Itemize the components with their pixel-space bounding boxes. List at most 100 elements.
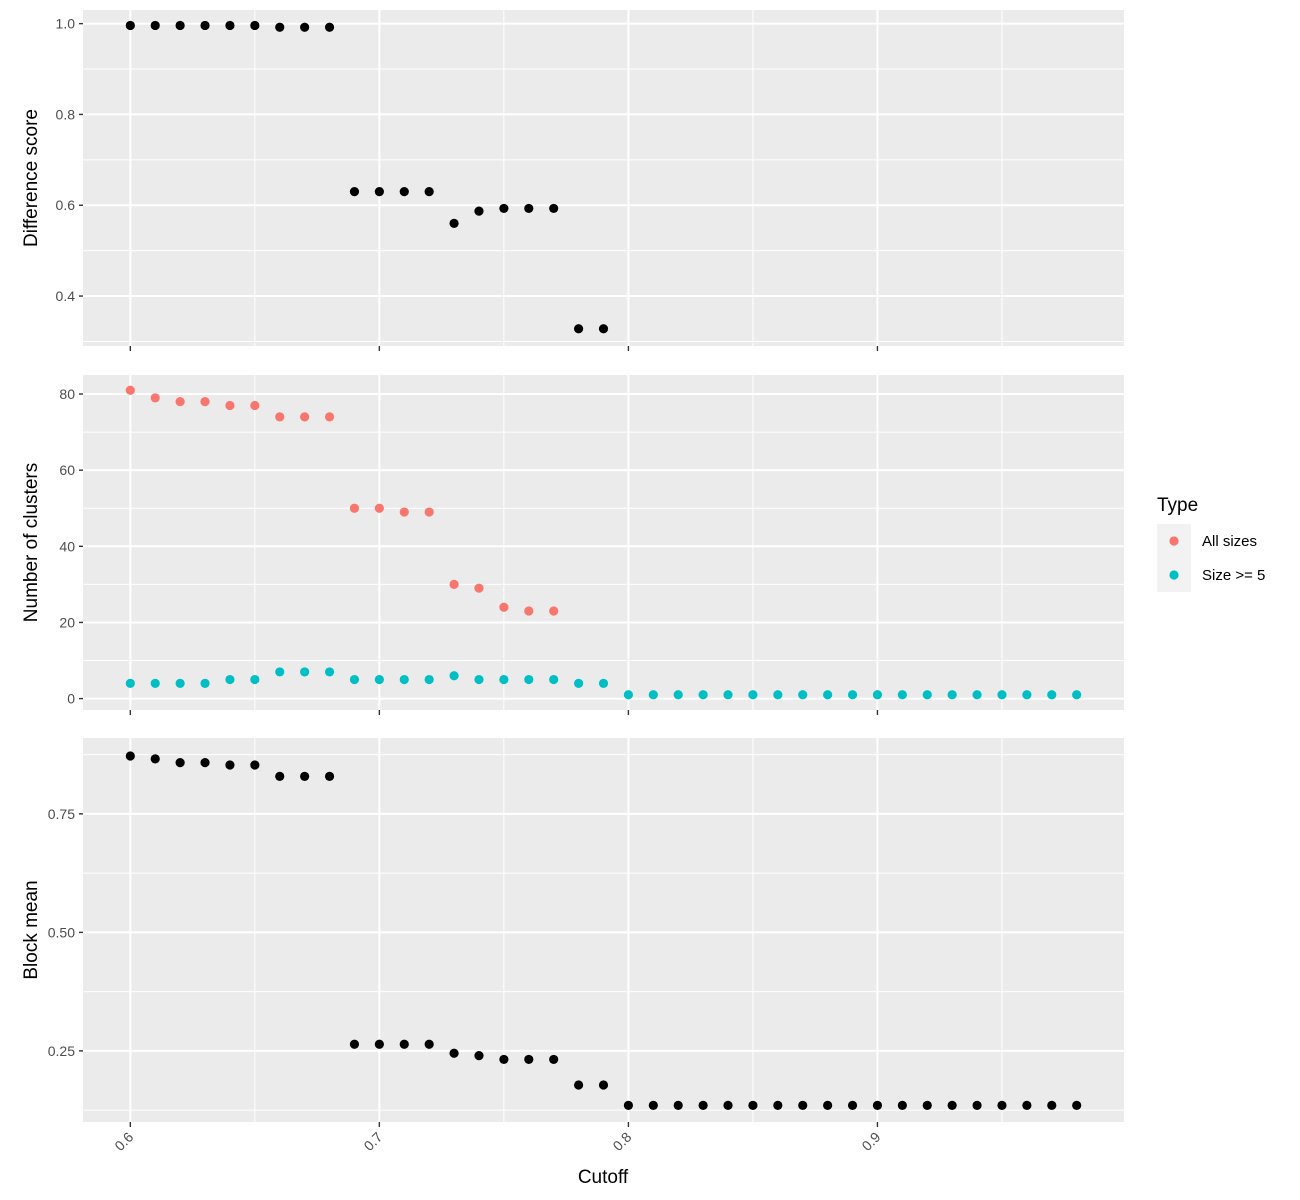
data-point xyxy=(947,1100,957,1111)
x-axis-title: Cutoff xyxy=(578,1167,629,1188)
data-point xyxy=(374,674,384,685)
panel-background xyxy=(83,375,1124,710)
data-point xyxy=(449,579,459,589)
data-point xyxy=(723,1100,733,1111)
data-point xyxy=(748,1100,758,1111)
data-point xyxy=(349,1039,360,1049)
data-point xyxy=(225,400,235,411)
data-point xyxy=(524,203,534,214)
data-point xyxy=(598,324,609,334)
data-point xyxy=(300,771,310,782)
data-point xyxy=(897,1100,907,1111)
data-point xyxy=(200,758,210,768)
data-point xyxy=(275,771,285,782)
data-point xyxy=(847,1100,858,1111)
data-point xyxy=(847,690,858,700)
data-point xyxy=(698,690,708,700)
data-point xyxy=(474,674,484,685)
data-point xyxy=(150,678,160,688)
x-tick-label: 0.9 xyxy=(858,1129,883,1154)
data-point xyxy=(922,1100,932,1111)
data-point xyxy=(125,678,135,688)
data-point xyxy=(399,674,409,685)
data-point xyxy=(449,1048,459,1058)
y-tick-label: 0.25 xyxy=(48,1043,75,1059)
data-point xyxy=(300,412,310,422)
panel-clusters: 0 20 40 60 80 Number of clusters xyxy=(21,375,1124,715)
data-point xyxy=(250,400,260,411)
data-point xyxy=(698,1100,708,1111)
data-point xyxy=(972,690,982,700)
legend: Type All sizes Size >= 5 xyxy=(1157,495,1265,592)
y-tick-label: 0.50 xyxy=(48,924,75,940)
data-point xyxy=(175,678,185,688)
data-point xyxy=(773,1100,783,1111)
data-point xyxy=(623,690,634,700)
data-point xyxy=(748,690,758,700)
data-point xyxy=(947,690,957,700)
panel-blockmean: 0.25 0.50 0.75 0.6 0.7 0.8 0.9 Block mean xyxy=(21,738,1124,1154)
data-point xyxy=(524,606,534,616)
data-point xyxy=(225,674,235,685)
data-point xyxy=(349,503,360,513)
data-point xyxy=(150,20,160,31)
y-tick-label: 0 xyxy=(67,691,75,707)
y-tick-label: 40 xyxy=(59,538,75,554)
legend-label: All sizes xyxy=(1202,533,1257,550)
data-point xyxy=(474,206,484,216)
data-point xyxy=(598,1080,609,1090)
data-point xyxy=(573,678,584,688)
data-point xyxy=(424,507,434,517)
data-point xyxy=(549,203,559,214)
chart-panels: 0.4 0.6 0.8 1.0 Difference score 0 20 40 60 80 Num… xyxy=(21,10,1124,1154)
x-tick-label: 0.6 xyxy=(111,1129,136,1154)
data-point xyxy=(1072,1100,1082,1111)
data-point xyxy=(623,1100,634,1111)
data-point xyxy=(997,690,1007,700)
data-point xyxy=(424,1039,434,1049)
legend-swatch xyxy=(1169,570,1179,580)
x-tick-label: 0.8 xyxy=(609,1129,634,1154)
data-point xyxy=(225,760,235,770)
data-point xyxy=(773,690,783,700)
data-point xyxy=(399,187,409,197)
data-point xyxy=(150,754,160,764)
data-point xyxy=(872,1100,883,1111)
data-point xyxy=(823,1100,833,1111)
data-point xyxy=(300,22,310,32)
data-point xyxy=(449,218,459,229)
data-point xyxy=(549,1054,559,1065)
panel-background xyxy=(83,10,1124,346)
data-point xyxy=(200,678,210,688)
data-point xyxy=(673,690,683,700)
data-point xyxy=(1022,1100,1032,1111)
y-tick-label: 0.75 xyxy=(48,806,75,822)
data-point xyxy=(474,583,484,593)
data-point xyxy=(798,690,808,700)
data-point xyxy=(175,758,185,768)
data-point xyxy=(324,22,335,32)
data-point xyxy=(723,690,733,700)
data-point xyxy=(349,674,360,685)
data-point xyxy=(573,1080,584,1090)
y-tick-label: 0.4 xyxy=(56,288,76,304)
y-tick-label: 0.6 xyxy=(56,197,76,213)
series-size-5 xyxy=(125,667,1082,700)
data-point xyxy=(1022,690,1032,700)
y-tick-label: 80 xyxy=(59,386,75,402)
data-point xyxy=(250,20,260,31)
legend-item: Size >= 5 xyxy=(1157,558,1265,592)
data-point xyxy=(399,1039,409,1049)
data-point xyxy=(250,674,260,685)
data-point xyxy=(424,187,434,197)
data-point xyxy=(300,667,310,677)
data-point xyxy=(598,678,609,688)
data-point xyxy=(499,602,509,612)
data-point xyxy=(823,690,833,700)
data-point xyxy=(125,385,135,395)
data-point xyxy=(200,20,210,31)
panel-background xyxy=(83,738,1124,1122)
legend-label: Size >= 5 xyxy=(1202,567,1265,584)
legend-items: All sizes Size >= 5 xyxy=(1157,524,1265,592)
